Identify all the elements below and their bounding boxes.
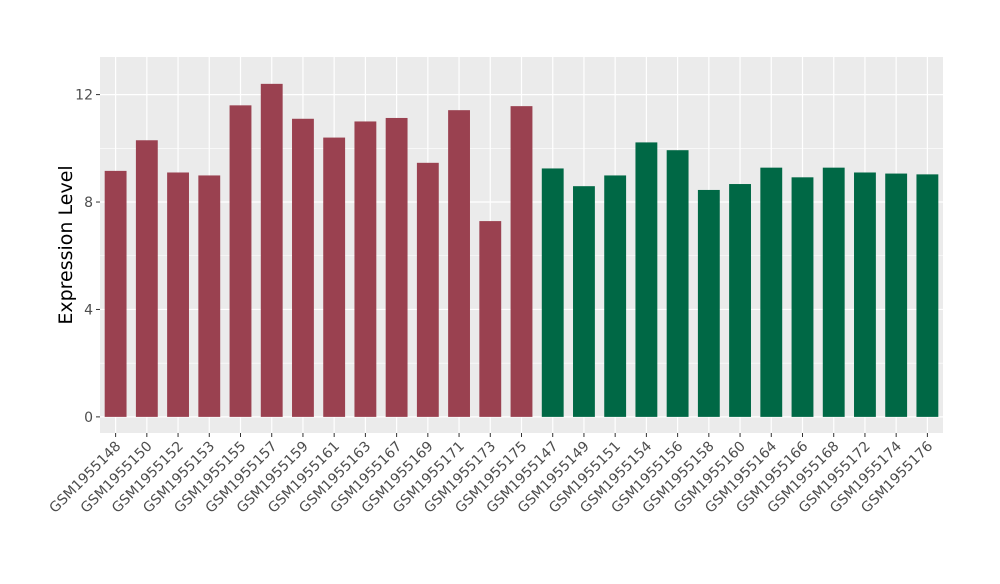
bar-GSM1955148 [104, 170, 127, 417]
bar-GSM1955161 [323, 137, 346, 417]
bar-GSM1955155 [229, 105, 252, 417]
bar-GSM1955171 [448, 110, 470, 417]
bar-GSM1955149 [573, 186, 595, 417]
bar-GSM1955152 [167, 172, 189, 417]
bar-GSM1955166 [791, 177, 814, 417]
bar-GSM1955160 [729, 184, 751, 417]
bar-GSM1955167 [385, 117, 408, 417]
bar-GSM1955156 [666, 150, 689, 417]
bar-GSM1955159 [292, 118, 314, 417]
bar-GSM1955158 [697, 189, 720, 417]
y-axis: 0 4 8 12 [75, 88, 100, 426]
bar-GSM1955169 [416, 162, 439, 417]
bar-GSM1955172 [854, 172, 876, 417]
bar-GSM1955168 [822, 167, 845, 417]
bar-GSM1955164 [760, 167, 783, 417]
y-tick-label: 12 [75, 88, 93, 104]
bar-GSM1955153 [198, 175, 221, 417]
bars [104, 83, 939, 417]
bar-GSM1955157 [260, 83, 283, 417]
x-axis: GSM1955148GSM1955150GSM1955152GSM1955153… [47, 433, 936, 516]
bar-GSM1955173 [479, 221, 502, 417]
bar-GSM1955154 [635, 142, 658, 417]
y-tick-label: 4 [84, 302, 93, 318]
bar-GSM1955151 [604, 175, 627, 417]
bar-GSM1955174 [885, 173, 908, 417]
y-tick-label: 8 [84, 195, 93, 211]
bar-GSM1955150 [135, 140, 158, 417]
bar-GSM1955176 [916, 174, 939, 417]
y-axis-label: Expression Level [55, 165, 77, 324]
bar-GSM1955163 [354, 121, 377, 417]
bar-GSM1955175 [510, 106, 533, 417]
bar-GSM1955147 [541, 168, 564, 417]
y-tick-label: 0 [84, 410, 93, 426]
